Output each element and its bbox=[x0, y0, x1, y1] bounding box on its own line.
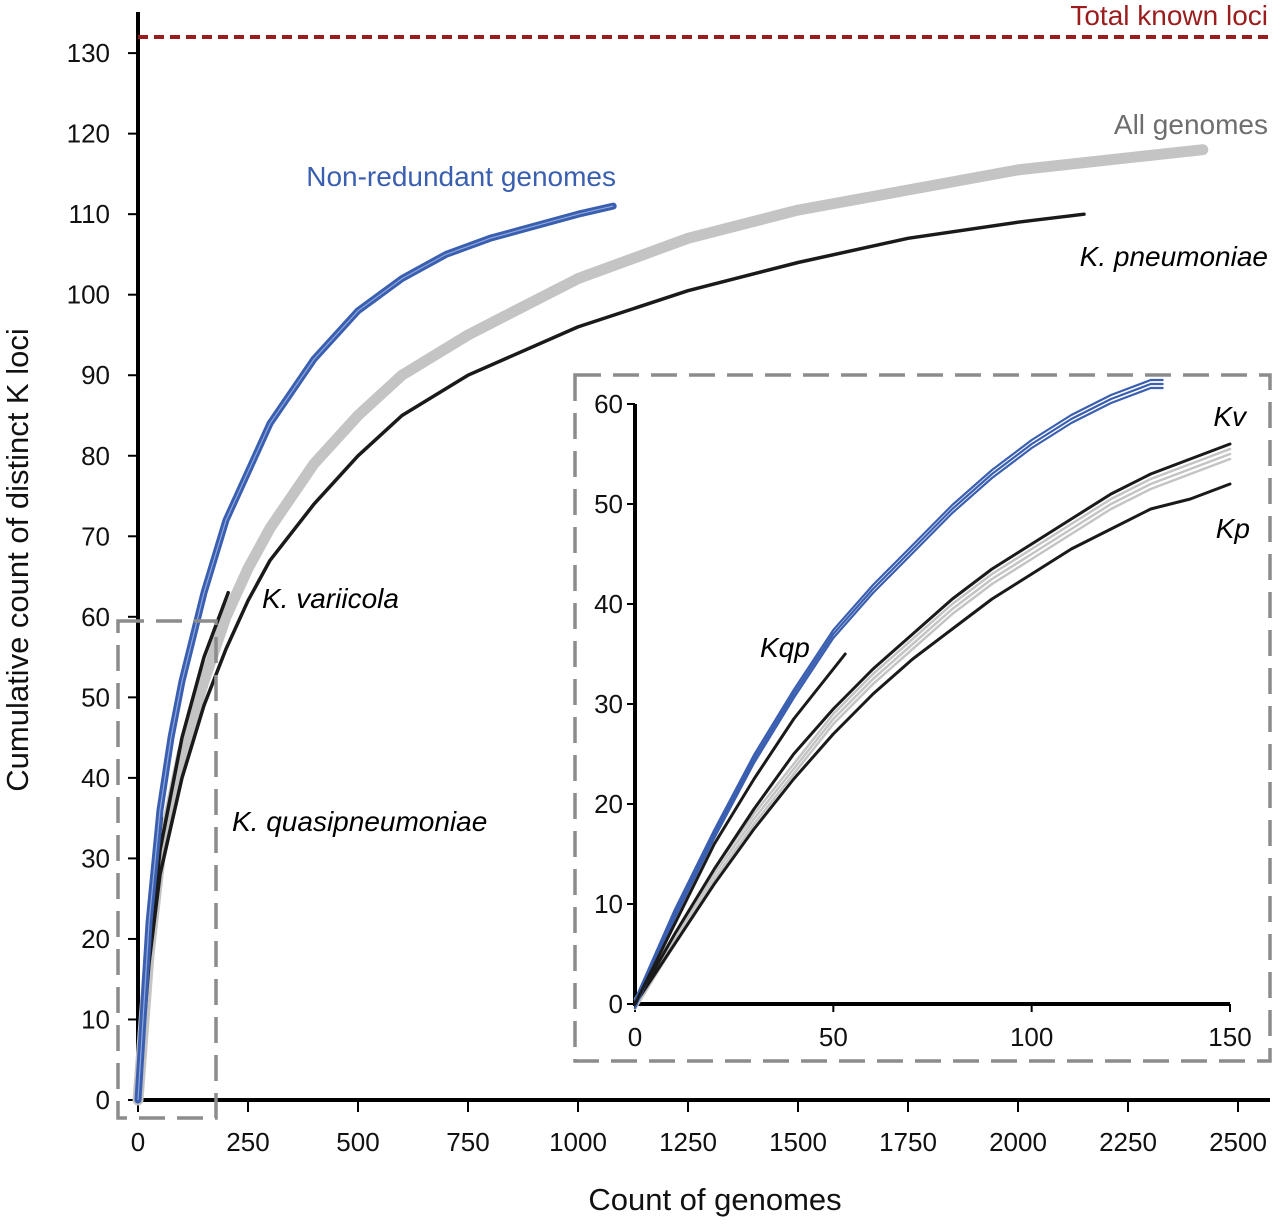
inset-y-tick-label: 0 bbox=[609, 989, 623, 1019]
y-tick-label: 80 bbox=[81, 441, 110, 471]
inset-y-tick-label: 30 bbox=[594, 689, 623, 719]
inset-kv-label: Kv bbox=[1213, 401, 1248, 432]
zoom-region-box bbox=[116, 619, 218, 1120]
x-tick-label: 2000 bbox=[989, 1127, 1047, 1157]
inset-x-tick-label: 50 bbox=[819, 1022, 848, 1052]
y-tick-label: 60 bbox=[81, 602, 110, 632]
inset-frame bbox=[573, 373, 1272, 1063]
inset-series-line-non-redundant-genomes bbox=[633, 378, 1164, 1002]
x-tick-label: 1500 bbox=[769, 1127, 827, 1157]
k-variicola-label: K. variicola bbox=[262, 583, 399, 614]
x-axis-title: Count of genomes bbox=[588, 1182, 841, 1217]
series-line-k-pneumoniae bbox=[136, 212, 1086, 1102]
k-quasipneumoniae-label: K. quasipneumoniae bbox=[232, 806, 487, 837]
inset-series-line-non-redundant-genomes bbox=[633, 386, 1164, 1010]
x-tick-label: 500 bbox=[336, 1127, 379, 1157]
inset-y-tick-label: 50 bbox=[594, 489, 623, 519]
y-tick-label: 10 bbox=[81, 1004, 110, 1034]
inset-x-tick-label: 100 bbox=[1010, 1022, 1053, 1052]
inset-series-line-all-genomes bbox=[633, 452, 1232, 1006]
inset-series-line-all-genomes bbox=[633, 457, 1232, 1011]
inset-series-line-kp bbox=[633, 482, 1232, 1006]
inset-background bbox=[578, 378, 1267, 1058]
x-tick-label: 1000 bbox=[549, 1127, 607, 1157]
y-tick-label: 30 bbox=[81, 843, 110, 873]
k-pneumoniae-label: K. pneumoniae bbox=[1080, 241, 1268, 272]
series-highlight-non-redundant-genomes bbox=[137, 205, 614, 1101]
y-axis-title: Cumulative count of distinct K loci bbox=[0, 328, 35, 792]
all-genomes-label: All genomes bbox=[1114, 109, 1268, 140]
x-tick-label: 1250 bbox=[659, 1127, 717, 1157]
inset-x-tick-label: 150 bbox=[1208, 1022, 1251, 1052]
y-tick-label: 70 bbox=[81, 521, 110, 551]
y-tick-label: 0 bbox=[96, 1085, 110, 1115]
x-tick-label: 750 bbox=[446, 1127, 489, 1157]
x-tick-label: 2500 bbox=[1209, 1127, 1267, 1157]
series-line-all-genomes bbox=[132, 144, 1209, 1106]
inset-series-line-non-redundant-genomes bbox=[633, 382, 1164, 1006]
x-tick-label: 0 bbox=[131, 1127, 145, 1157]
main-series-group bbox=[132, 144, 1209, 1106]
inset-series-line-kv bbox=[633, 442, 1232, 1006]
y-tick-label: 100 bbox=[67, 280, 110, 310]
inset-y-tick-label: 20 bbox=[594, 789, 623, 819]
y-tick-label: 20 bbox=[81, 924, 110, 954]
y-tick-label: 40 bbox=[81, 763, 110, 793]
inset-y-tick-label: 10 bbox=[594, 889, 623, 919]
inset-series-group bbox=[633, 378, 1232, 1011]
non-redundant-genomes-label: Non-redundant genomes bbox=[306, 161, 616, 192]
x-tick-label: 250 bbox=[226, 1127, 269, 1157]
inset-y-tick-label: 60 bbox=[594, 389, 623, 419]
inset-kp-label: Kp bbox=[1216, 513, 1250, 544]
y-tick-label: 110 bbox=[69, 199, 110, 229]
total-known-loci-label: Total known loci bbox=[1070, 0, 1268, 31]
inset-x-tick-label: 0 bbox=[628, 1022, 642, 1052]
inset-y-tick-label: 40 bbox=[594, 589, 623, 619]
y-tick-label: 50 bbox=[81, 682, 110, 712]
x-tick-label: 1750 bbox=[879, 1127, 937, 1157]
inset-kqp-label: Kqp bbox=[760, 632, 810, 663]
y-tick-label: 120 bbox=[67, 119, 110, 149]
inset-tick-labels: 0 10 20 30 40 50 60 0 50 100 150 bbox=[594, 389, 1252, 1052]
inset-series-line-kqp bbox=[633, 652, 847, 1006]
y-tick-label: 130 bbox=[67, 38, 110, 68]
y-tick-label: 90 bbox=[81, 360, 110, 390]
x-tick-label: 2250 bbox=[1099, 1127, 1157, 1157]
main-ticks bbox=[128, 52, 1239, 1112]
